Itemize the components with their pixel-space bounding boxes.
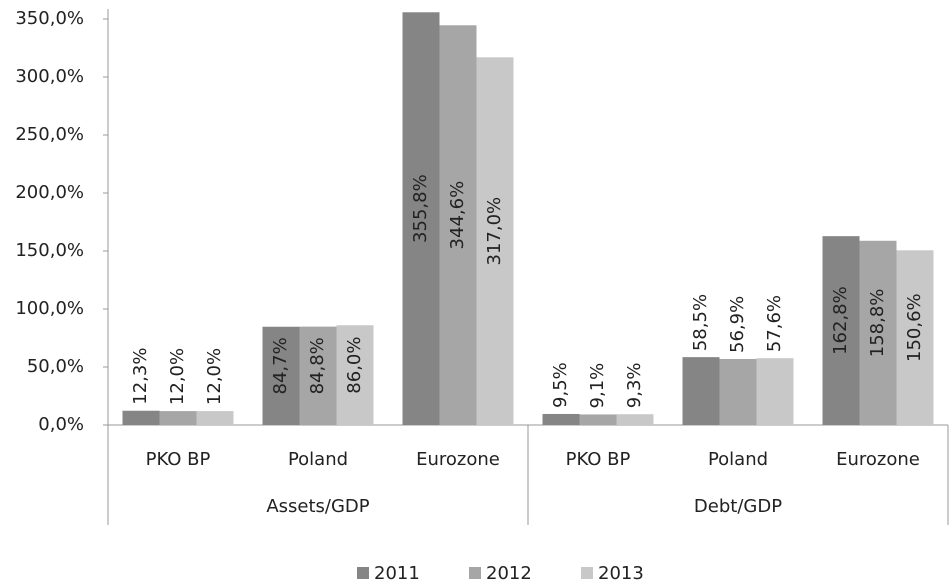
x-tick-label: Eurozone: [416, 449, 500, 470]
data-label: 9,5%: [550, 362, 571, 408]
legend-swatch: [581, 567, 593, 579]
bar: [402, 12, 440, 425]
bar: [159, 411, 197, 425]
bar: [822, 236, 860, 425]
bar: [476, 57, 514, 425]
legend-label: 2013: [598, 563, 644, 584]
legend-swatch: [357, 567, 369, 579]
bar: [859, 240, 897, 425]
data-label: 58,5%: [690, 294, 711, 351]
y-tick-label: 50,0%: [27, 356, 84, 377]
data-label: 84,7%: [270, 337, 291, 394]
data-label: 150,6%: [904, 293, 925, 362]
x-tick-label: Poland: [288, 449, 348, 470]
bar: [196, 411, 234, 425]
bar: [896, 250, 934, 425]
data-label: 12,0%: [204, 348, 225, 405]
data-label: 12,3%: [130, 348, 151, 405]
data-label: 12,0%: [167, 348, 188, 405]
group-label: Debt/GDP: [694, 496, 782, 517]
y-tick-label: 150,0%: [15, 240, 84, 261]
x-tick-label: PKO BP: [566, 449, 631, 470]
y-tick-label: 100,0%: [15, 298, 84, 319]
data-label: 344,6%: [447, 181, 468, 250]
bar: [299, 326, 337, 425]
legend-label: 2011: [374, 563, 420, 584]
bar: [262, 326, 300, 425]
data-label: 9,1%: [587, 363, 608, 409]
data-label: 56,9%: [727, 296, 748, 353]
data-label: 355,8%: [410, 174, 431, 243]
x-tick-label: Poland: [708, 449, 768, 470]
bar: [682, 357, 720, 425]
bar: [756, 358, 794, 425]
bar: [719, 358, 757, 425]
group-label: Assets/GDP: [266, 496, 369, 517]
bar: [336, 325, 374, 425]
y-tick-label: 350,0%: [15, 8, 84, 29]
data-label: 317,0%: [484, 197, 505, 266]
x-tick-label: Eurozone: [836, 449, 920, 470]
y-tick-label: 250,0%: [15, 124, 84, 145]
bar: [122, 410, 160, 425]
y-tick-label: 300,0%: [15, 66, 84, 87]
data-label: 84,8%: [307, 337, 328, 394]
data-label: 158,8%: [867, 289, 888, 358]
bar: [616, 414, 654, 425]
data-label: 9,3%: [624, 362, 645, 408]
y-tick-label: 0,0%: [38, 414, 84, 435]
bar: [579, 414, 617, 425]
data-label: 162,8%: [830, 286, 851, 355]
legend-swatch: [469, 567, 481, 579]
legend-label: 2012: [486, 563, 532, 584]
x-tick-label: PKO BP: [146, 449, 211, 470]
y-tick-label: 200,0%: [15, 182, 84, 203]
data-label: 86,0%: [344, 337, 365, 394]
bar: [439, 25, 477, 425]
data-label: 57,6%: [764, 295, 785, 352]
bar: [542, 413, 580, 425]
